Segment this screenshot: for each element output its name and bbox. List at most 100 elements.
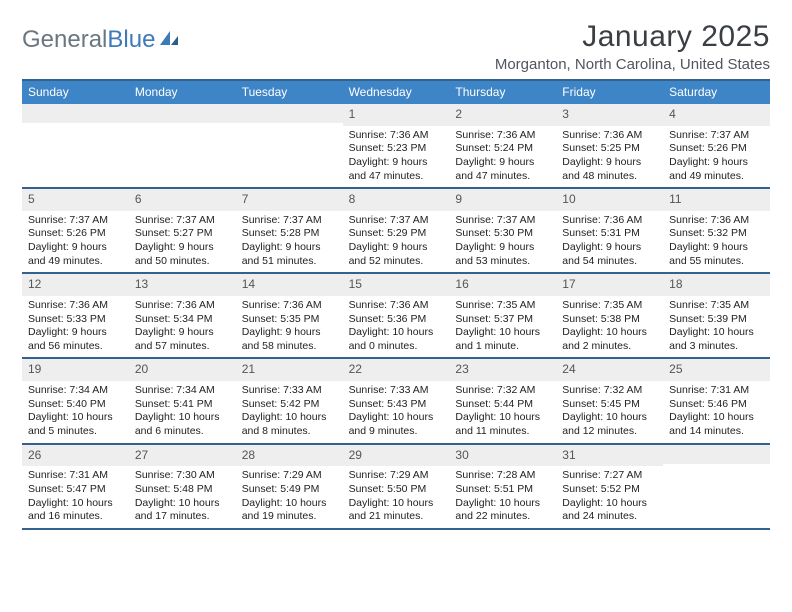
calendar-page: GeneralBlue January 2025 Morganton, Nort… (0, 0, 792, 540)
day-number: 1 (343, 104, 450, 126)
sunset-text: Sunset: 5:39 PM (669, 313, 765, 327)
daylight-text: Daylight: 10 hours and 0 minutes. (349, 326, 445, 353)
dow-cell: Sunday (22, 81, 129, 104)
day-body: Sunrise: 7:29 AMSunset: 5:50 PMDaylight:… (343, 469, 450, 524)
day-cell: 6 Sunrise: 7:37 AMSunset: 5:27 PMDaylight… (129, 189, 236, 272)
day-cell: 27Sunrise: 7:30 AMSunset: 5:48 PMDayligh… (129, 445, 236, 528)
daylight-text: Daylight: 9 hours and 47 minutes. (455, 156, 551, 183)
day-number: 6 (129, 189, 236, 211)
sunset-text: Sunset: 5:35 PM (242, 313, 338, 327)
day-number: 21 (236, 359, 343, 381)
sunset-text: Sunset: 5:26 PM (669, 142, 765, 156)
day-body: Sunrise: 7:37 AMSunset: 5:27 PMDaylight:… (129, 214, 236, 269)
week-row: 12Sunrise: 7:36 AMSunset: 5:33 PMDayligh… (22, 274, 770, 359)
location-text: Morganton, North Carolina, United States (495, 56, 770, 73)
day-cell: 10Sunrise: 7:36 AMSunset: 5:31 PMDayligh… (556, 189, 663, 272)
day-number: 5 (22, 189, 129, 211)
day-number: 9 (449, 189, 556, 211)
day-body: Sunrise: 7:27 AMSunset: 5:52 PMDaylight:… (556, 469, 663, 524)
day-body: Sunrise: 7:35 AMSunset: 5:39 PMDaylight:… (663, 299, 770, 354)
day-cell: 4 Sunrise: 7:37 AMSunset: 5:26 PMDaylight… (663, 104, 770, 187)
sunset-text: Sunset: 5:48 PM (135, 483, 231, 497)
day-body: Sunrise: 7:36 AMSunset: 5:31 PMDaylight:… (556, 214, 663, 269)
day-body: Sunrise: 7:37 AMSunset: 5:26 PMDaylight:… (22, 214, 129, 269)
day-body: Sunrise: 7:28 AMSunset: 5:51 PMDaylight:… (449, 469, 556, 524)
dow-cell: Thursday (449, 81, 556, 104)
day-number: 25 (663, 359, 770, 381)
day-cell: 12Sunrise: 7:36 AMSunset: 5:33 PMDayligh… (22, 274, 129, 357)
sunrise-text: Sunrise: 7:31 AM (28, 469, 124, 483)
day-body: Sunrise: 7:31 AMSunset: 5:46 PMDaylight:… (663, 384, 770, 439)
daylight-text: Daylight: 10 hours and 24 minutes. (562, 497, 658, 524)
daylight-text: Daylight: 9 hours and 52 minutes. (349, 241, 445, 268)
day-body: Sunrise: 7:36 AMSunset: 5:23 PMDaylight:… (343, 129, 450, 184)
logo-text-general: General (22, 26, 107, 54)
day-cell: 24Sunrise: 7:32 AMSunset: 5:45 PMDayligh… (556, 359, 663, 442)
sunrise-text: Sunrise: 7:37 AM (135, 214, 231, 228)
week-row: 19Sunrise: 7:34 AMSunset: 5:40 PMDayligh… (22, 359, 770, 444)
sunrise-text: Sunrise: 7:36 AM (455, 129, 551, 143)
sunrise-text: Sunrise: 7:36 AM (242, 299, 338, 313)
day-cell: 20 Sunrise: 7:34 AMSunset: 5:41 PMDayligh… (129, 359, 236, 442)
dow-header-row: Sunday Monday Tuesday Wednesday Thursday… (22, 81, 770, 104)
daylight-text: Daylight: 10 hours and 14 minutes. (669, 411, 765, 438)
day-cell: 26Sunrise: 7:31 AMSunset: 5:47 PMDayligh… (22, 445, 129, 528)
sunrise-text: Sunrise: 7:31 AM (669, 384, 765, 398)
day-body: Sunrise: 7:30 AMSunset: 5:48 PMDaylight:… (129, 469, 236, 524)
daylight-text: Daylight: 10 hours and 8 minutes. (242, 411, 338, 438)
daylight-text: Daylight: 10 hours and 3 minutes. (669, 326, 765, 353)
day-cell: 17Sunrise: 7:35 AMSunset: 5:38 PMDayligh… (556, 274, 663, 357)
day-cell: 30Sunrise: 7:28 AMSunset: 5:51 PMDayligh… (449, 445, 556, 528)
sunset-text: Sunset: 5:51 PM (455, 483, 551, 497)
daylight-text: Daylight: 9 hours and 56 minutes. (28, 326, 124, 353)
daylight-text: Daylight: 9 hours and 53 minutes. (455, 241, 551, 268)
day-cell: 29Sunrise: 7:29 AMSunset: 5:50 PMDayligh… (343, 445, 450, 528)
day-number: 28 (236, 445, 343, 467)
sunset-text: Sunset: 5:46 PM (669, 398, 765, 412)
day-number: 11 (663, 189, 770, 211)
sunset-text: Sunset: 5:49 PM (242, 483, 338, 497)
day-cell: 15Sunrise: 7:36 AMSunset: 5:36 PMDayligh… (343, 274, 450, 357)
week-row: 26Sunrise: 7:31 AMSunset: 5:47 PMDayligh… (22, 445, 770, 530)
sunrise-text: Sunrise: 7:34 AM (135, 384, 231, 398)
sunrise-text: Sunrise: 7:37 AM (669, 129, 765, 143)
day-cell: 25 Sunrise: 7:31 AMSunset: 5:46 PMDayligh… (663, 359, 770, 442)
day-number: 4 (663, 104, 770, 126)
day-number: 24 (556, 359, 663, 381)
day-cell: 28Sunrise: 7:29 AMSunset: 5:49 PMDayligh… (236, 445, 343, 528)
daylight-text: Daylight: 10 hours and 16 minutes. (28, 497, 124, 524)
sunrise-text: Sunrise: 7:36 AM (28, 299, 124, 313)
sunrise-text: Sunrise: 7:29 AM (242, 469, 338, 483)
logo-text-blue: Blue (107, 26, 155, 54)
daylight-text: Daylight: 9 hours and 49 minutes. (669, 156, 765, 183)
sunset-text: Sunset: 5:44 PM (455, 398, 551, 412)
dow-cell: Monday (129, 81, 236, 104)
day-cell: 18 Sunrise: 7:35 AMSunset: 5:39 PMDayligh… (663, 274, 770, 357)
day-number: 20 (129, 359, 236, 381)
sunrise-text: Sunrise: 7:35 AM (669, 299, 765, 313)
sunrise-text: Sunrise: 7:35 AM (455, 299, 551, 313)
sunset-text: Sunset: 5:37 PM (455, 313, 551, 327)
daylight-text: Daylight: 10 hours and 22 minutes. (455, 497, 551, 524)
day-cell: 21Sunrise: 7:33 AMSunset: 5:42 PMDayligh… (236, 359, 343, 442)
day-cell: 31Sunrise: 7:27 AMSunset: 5:52 PMDayligh… (556, 445, 663, 528)
day-body: Sunrise: 7:33 AMSunset: 5:43 PMDaylight:… (343, 384, 450, 439)
daylight-text: Daylight: 10 hours and 17 minutes. (135, 497, 231, 524)
day-cell: 23Sunrise: 7:32 AMSunset: 5:44 PMDayligh… (449, 359, 556, 442)
sunset-text: Sunset: 5:34 PM (135, 313, 231, 327)
sunset-text: Sunset: 5:33 PM (28, 313, 124, 327)
sunrise-text: Sunrise: 7:30 AM (135, 469, 231, 483)
sunset-text: Sunset: 5:41 PM (135, 398, 231, 412)
day-cell: 5 Sunrise: 7:37 AMSunset: 5:26 PMDaylight… (22, 189, 129, 272)
day-body: Sunrise: 7:37 AMSunset: 5:26 PMDaylight:… (663, 129, 770, 184)
sunset-text: Sunset: 5:25 PM (562, 142, 658, 156)
calendar-grid: Sunday Monday Tuesday Wednesday Thursday… (22, 79, 770, 530)
daylight-text: Daylight: 9 hours and 48 minutes. (562, 156, 658, 183)
day-number: 18 (663, 274, 770, 296)
day-body: Sunrise: 7:31 AMSunset: 5:47 PMDaylight:… (22, 469, 129, 524)
month-title: January 2025 (495, 20, 770, 54)
sunset-text: Sunset: 5:32 PM (669, 227, 765, 241)
day-body: Sunrise: 7:34 AMSunset: 5:41 PMDaylight:… (129, 384, 236, 439)
day-number (129, 104, 236, 123)
sunrise-text: Sunrise: 7:34 AM (28, 384, 124, 398)
